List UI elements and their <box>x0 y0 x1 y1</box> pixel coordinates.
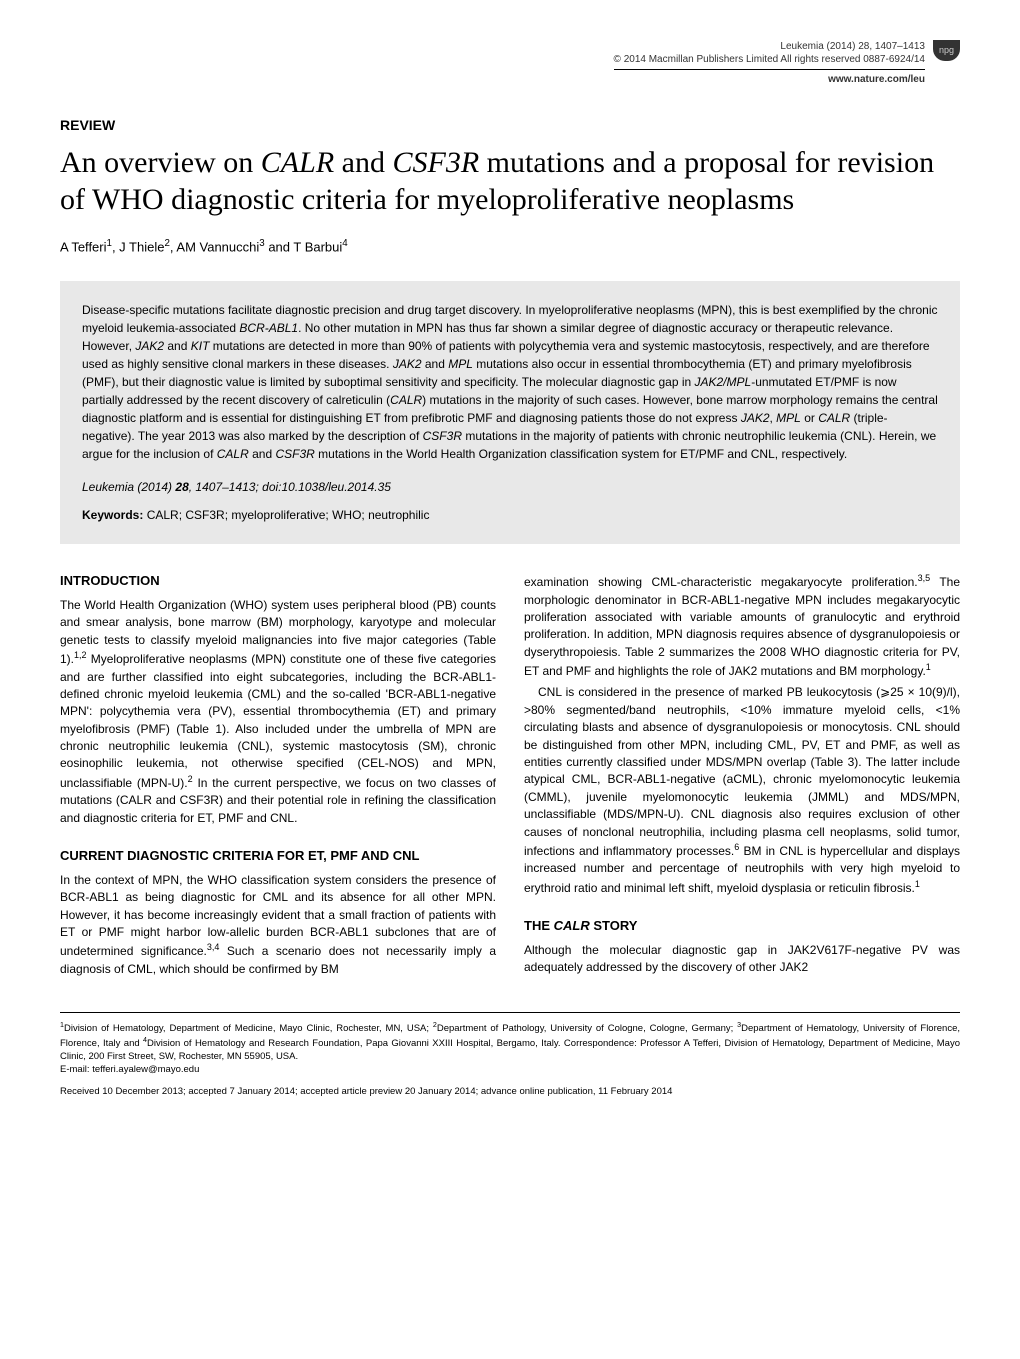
intro-heading: INTRODUCTION <box>60 572 496 591</box>
journal-url: www.nature.com/leu <box>614 69 925 86</box>
article-type-label: REVIEW <box>60 116 960 136</box>
journal-info-block: Leukemia (2014) 28, 1407–1413 © 2014 Mac… <box>614 40 925 86</box>
calr-paragraph-1: Although the molecular diagnostic gap in… <box>524 942 960 977</box>
affiliations: 1Division of Hematology, Department of M… <box>60 1021 960 1064</box>
citation-line: Leukemia (2014) 28, 1407–1413; doi:10.10… <box>82 478 938 496</box>
article-title: An overview on CALR and CSF3R mutations … <box>60 144 960 219</box>
keywords-row: Keywords: CALR; CSF3R; myeloproliferativ… <box>82 506 938 524</box>
correspondence-email: E-mail: tefferi.ayalew@mayo.edu <box>60 1064 960 1077</box>
criteria-paragraph-1: In the context of MPN, the WHO classific… <box>60 872 496 978</box>
npg-badge: npg <box>933 40 960 61</box>
abstract-box: Disease-specific mutations facilitate di… <box>60 281 960 544</box>
abstract-text: Disease-specific mutations facilitate di… <box>82 301 938 463</box>
intro-paragraph: The World Health Organization (WHO) syst… <box>60 597 496 827</box>
keywords-label: Keywords: <box>82 508 143 522</box>
calr-heading: THE CALR STORY <box>524 917 960 936</box>
criteria-paragraph-2: examination showing CML-characteristic m… <box>524 572 960 680</box>
keywords-text: CALR; CSF3R; myeloproliferative; WHO; ne… <box>147 508 430 522</box>
criteria-heading: CURRENT DIAGNOSTIC CRITERIA FOR ET, PMF … <box>60 847 496 866</box>
right-column: examination showing CML-characteristic m… <box>524 572 960 982</box>
left-column: INTRODUCTION The World Health Organizati… <box>60 572 496 982</box>
copyright-line: © 2014 Macmillan Publishers Limited All … <box>614 53 925 66</box>
body-columns: INTRODUCTION The World Health Organizati… <box>60 572 960 982</box>
author-list: A Tefferi1, J Thiele2, AM Vannucchi3 and… <box>60 237 960 257</box>
page-header: Leukemia (2014) 28, 1407–1413 © 2014 Mac… <box>60 40 960 86</box>
criteria-paragraph-3: CNL is considered in the presence of mar… <box>524 684 960 897</box>
received-line: Received 10 December 2013; accepted 7 Ja… <box>60 1085 960 1098</box>
footer-divider <box>60 1012 960 1013</box>
journal-reference: Leukemia (2014) 28, 1407–1413 <box>614 40 925 53</box>
